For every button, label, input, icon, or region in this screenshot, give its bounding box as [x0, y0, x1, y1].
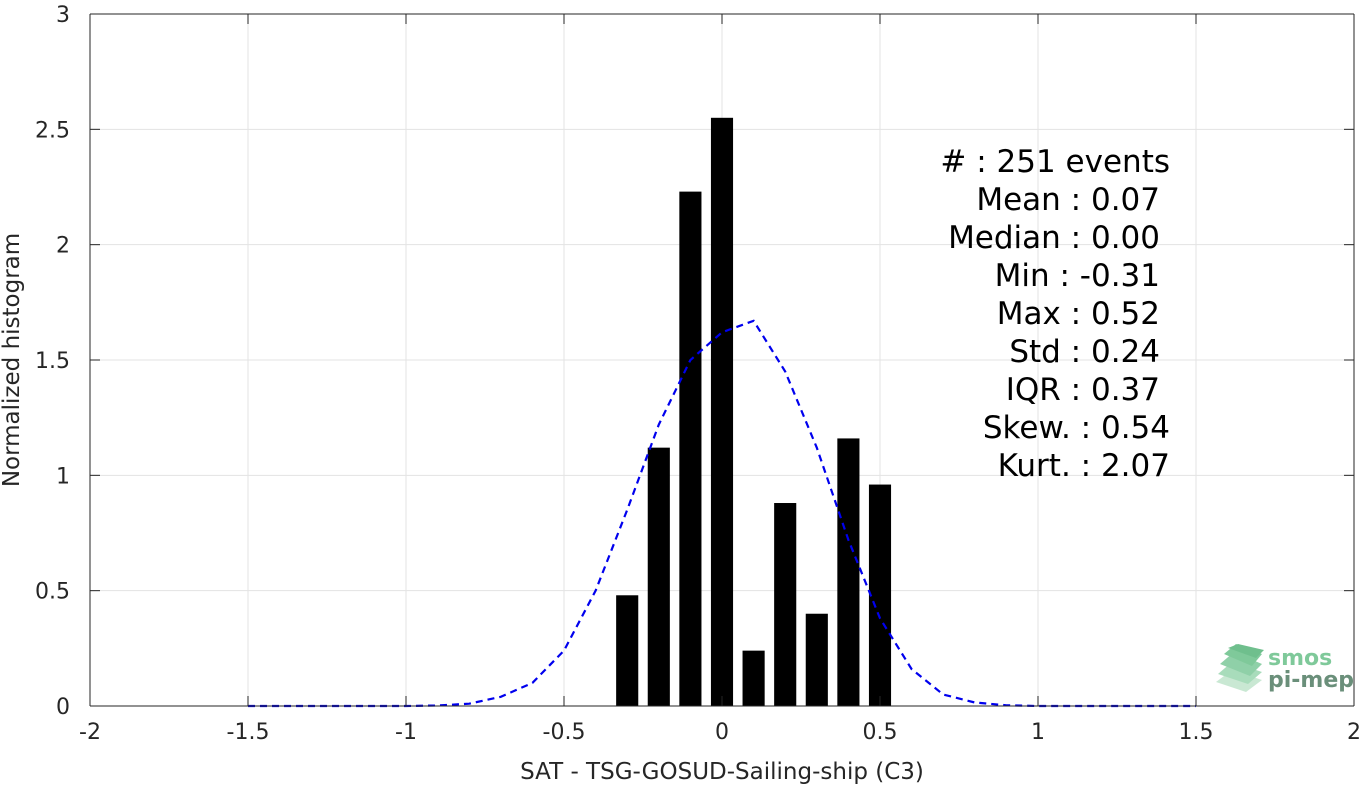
x-tick-label: -1: [395, 720, 417, 745]
stat-std: Std : 0.24: [1009, 334, 1160, 370]
histogram-bars: [616, 117, 892, 707]
stat-skew: Skew. : 0.54: [983, 410, 1170, 446]
y-tick-label: 1.5: [35, 349, 70, 374]
x-tick-label: 1: [1031, 720, 1045, 745]
smos-pimep-logo: smos pi-mep: [1216, 644, 1354, 693]
x-tick-label: 1.5: [1179, 720, 1214, 745]
y-tick-label: 1: [56, 464, 70, 489]
x-tick-label: -0.5: [543, 720, 586, 745]
x-tick-label: 2: [1347, 720, 1361, 745]
stat-iqr: IQR : 0.37: [1006, 372, 1160, 408]
y-axis-title: Normalized histogram: [0, 233, 25, 487]
x-tick-label: -1.5: [227, 720, 270, 745]
stat-mean: Mean : 0.07: [976, 182, 1160, 218]
logo-text-smos: smos: [1268, 646, 1332, 671]
x-tick-label: 0.5: [863, 720, 898, 745]
x-tick-labels: -2 -1.5 -1 -0.5 0 0.5 1 1.5 2: [79, 720, 1361, 745]
x-tick-label: -2: [79, 720, 101, 745]
stat-events: # : 251 events: [940, 144, 1170, 180]
logo-mark-icon: [1216, 644, 1264, 692]
statistics-annotation: # : 251 events Mean : 0.07 Median : 0.00…: [940, 144, 1170, 484]
y-tick-label: 0: [56, 695, 70, 720]
stat-kurt: Kurt. : 2.07: [998, 448, 1170, 484]
stat-max: Max : 0.52: [997, 296, 1160, 332]
stat-min: Min : -0.31: [995, 258, 1160, 294]
y-tick-labels: 0 0.5 1 1.5 2 2.5 3: [35, 3, 70, 720]
x-axis-title: SAT - TSG-GOSUD-Sailing-ship (C3): [520, 759, 924, 785]
y-tick-label: 2.5: [35, 118, 70, 143]
y-tick-label: 0.5: [35, 580, 70, 605]
y-tick-label: 2: [56, 234, 70, 259]
histogram-bar: [647, 447, 670, 706]
histogram-bar: [774, 503, 797, 706]
histogram-bar: [710, 117, 734, 707]
histogram-bar: [742, 650, 765, 706]
histogram-bar: [616, 595, 639, 706]
histogram-bar: [837, 438, 860, 706]
axes: [89, 13, 1355, 707]
logo-text-pimep: pi-mep: [1268, 668, 1354, 693]
histogram-bar: [805, 613, 828, 706]
x-tick-label: 0: [715, 720, 729, 745]
y-tick-label: 3: [56, 3, 70, 28]
histogram-bar: [679, 191, 702, 706]
stat-median: Median : 0.00: [948, 220, 1160, 256]
histogram-bar: [868, 484, 892, 706]
